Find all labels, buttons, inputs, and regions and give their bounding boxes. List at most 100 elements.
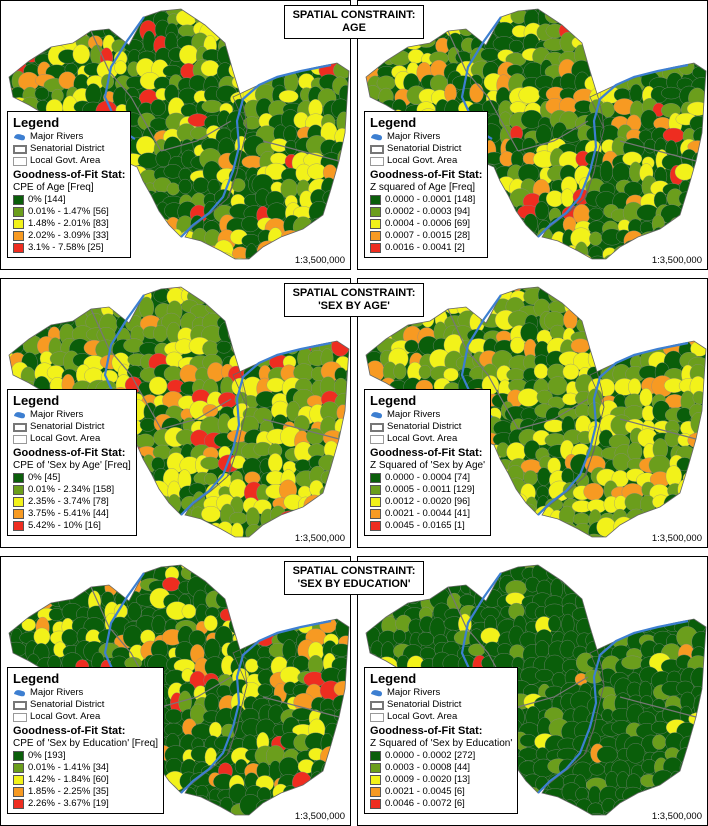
lga-region bbox=[650, 287, 671, 294]
lga-region bbox=[460, 565, 475, 588]
lga-region bbox=[279, 666, 302, 685]
lga-region bbox=[216, 340, 232, 354]
lga-region bbox=[205, 9, 222, 29]
legend-class-label: 0.0009 - 0.0020 [13] bbox=[385, 774, 471, 785]
legend-gof-title: Goodness-of-Fit Stat: bbox=[13, 447, 126, 459]
lga-region bbox=[114, 581, 129, 594]
lga-region bbox=[614, 608, 629, 622]
lga-region bbox=[690, 412, 706, 435]
legend-label: Major Rivers bbox=[30, 409, 84, 420]
lga-region bbox=[238, 9, 261, 10]
lga-region bbox=[518, 812, 540, 815]
lga-region bbox=[471, 287, 490, 306]
lga-region bbox=[498, 535, 513, 537]
lga-region bbox=[443, 367, 459, 382]
lga-region bbox=[694, 456, 706, 473]
lga-region bbox=[283, 125, 298, 143]
lga-region bbox=[76, 256, 89, 259]
lga-region bbox=[9, 24, 13, 39]
lga-region bbox=[430, 9, 451, 26]
legend-label: Senatorial District bbox=[30, 143, 105, 154]
lga-region bbox=[430, 813, 452, 815]
legend-swatch bbox=[370, 485, 381, 495]
legend-gof-title: Goodness-of-Fit Stat: bbox=[370, 725, 483, 737]
lga-region bbox=[208, 287, 223, 302]
lga-region bbox=[9, 257, 16, 259]
lga-region bbox=[623, 230, 644, 252]
lga-region bbox=[624, 565, 648, 583]
senatorial-boundary bbox=[160, 398, 232, 430]
legend-label: Senatorial District bbox=[387, 421, 462, 432]
legend-class-label: 0.0021 - 0.0045 [6] bbox=[385, 786, 465, 797]
lga-region bbox=[571, 287, 592, 295]
lga-region bbox=[642, 786, 659, 804]
senatorial-symbol-icon bbox=[370, 422, 384, 432]
lga-region bbox=[574, 23, 589, 37]
lga-region bbox=[222, 20, 235, 40]
lga-region bbox=[678, 9, 699, 19]
lga-region bbox=[9, 74, 10, 89]
lga-region bbox=[639, 38, 657, 55]
lga-region bbox=[218, 392, 238, 409]
lga-region bbox=[366, 315, 369, 331]
lga-region bbox=[510, 336, 525, 354]
lga-region bbox=[366, 51, 371, 65]
lga-region bbox=[229, 26, 243, 42]
lga-region bbox=[473, 257, 490, 259]
legend-label: Local Govt. Area bbox=[30, 433, 101, 444]
lga-region bbox=[615, 339, 632, 354]
lga-region bbox=[597, 565, 617, 570]
legend-class: 0.0000 - 0.0004 [74] bbox=[370, 472, 485, 484]
lga-region bbox=[498, 511, 517, 526]
lga-region bbox=[575, 565, 594, 567]
lga-region bbox=[378, 535, 399, 537]
lga-region bbox=[628, 289, 647, 305]
lga-region bbox=[22, 315, 41, 329]
lga-region bbox=[270, 239, 288, 259]
legend-swatch bbox=[370, 751, 381, 761]
lga-region bbox=[166, 182, 180, 196]
lga-region bbox=[295, 231, 311, 248]
legend-swatch bbox=[13, 243, 24, 253]
lga-region bbox=[240, 617, 261, 636]
lga-region bbox=[295, 506, 318, 527]
lga-region bbox=[322, 190, 339, 206]
lga-region bbox=[309, 508, 328, 526]
lga-region bbox=[9, 565, 16, 587]
lga-region bbox=[668, 297, 686, 320]
state-outline bbox=[541, 62, 707, 260]
lga-region bbox=[380, 257, 400, 259]
lga-region bbox=[499, 287, 514, 290]
lga-region bbox=[252, 12, 272, 29]
lga-region bbox=[192, 565, 206, 571]
lga-region bbox=[592, 339, 605, 356]
lga-region bbox=[596, 566, 618, 586]
lga-region bbox=[72, 44, 90, 65]
lga-region bbox=[23, 287, 42, 292]
lga-region bbox=[417, 631, 435, 647]
lga-region bbox=[175, 260, 195, 270]
lga-region bbox=[687, 579, 706, 599]
map-figure bbox=[365, 564, 707, 816]
lga-region bbox=[167, 494, 181, 515]
legend-major-rivers: Major Rivers bbox=[370, 687, 512, 699]
legend-class: 0.0012 - 0.0020 [96] bbox=[370, 496, 485, 508]
lga-region bbox=[64, 9, 80, 12]
lga-region bbox=[35, 566, 51, 583]
legend-label: Local Govt. Area bbox=[387, 155, 458, 166]
legend-senatorial-district: Senatorial District bbox=[370, 143, 482, 155]
lga-region bbox=[24, 260, 42, 270]
lga-region bbox=[627, 442, 643, 461]
lga-region bbox=[440, 570, 461, 584]
lga-region bbox=[307, 37, 321, 51]
lga-region bbox=[234, 536, 250, 537]
lga-region bbox=[9, 287, 26, 291]
river-symbol-icon bbox=[371, 134, 383, 141]
lga-region bbox=[517, 388, 540, 407]
lga-region bbox=[443, 287, 458, 306]
lga-region bbox=[604, 620, 617, 636]
lga-region bbox=[366, 605, 372, 618]
lga-region bbox=[86, 256, 109, 259]
lga-region bbox=[442, 534, 460, 537]
lga-region bbox=[562, 799, 578, 815]
